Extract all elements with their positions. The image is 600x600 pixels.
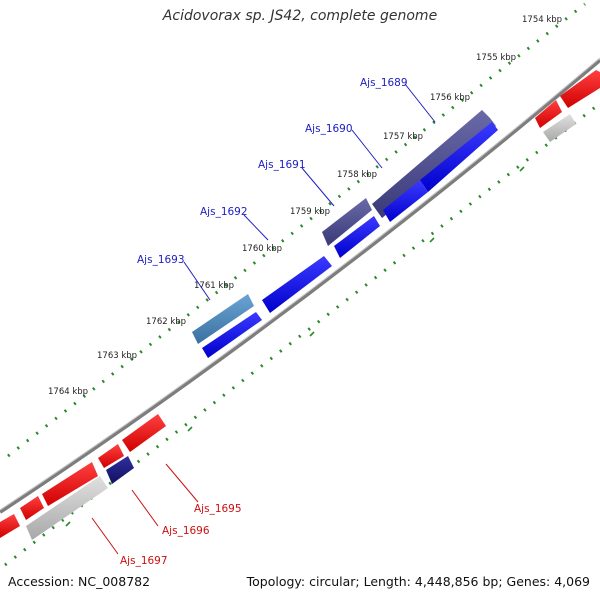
genome-title: Acidovorax sp. JS42, complete genome: [162, 8, 438, 24]
gene-reverse-row-4[interactable]: [20, 496, 44, 520]
gene-reverse-row-3[interactable]: [42, 462, 98, 506]
gene-ajs-1691-arrow[interactable]: [322, 198, 372, 246]
kbp-label-1764: 1764 kbp: [48, 387, 88, 397]
gene-label-ajs-1696[interactable]: Ajs_1696: [162, 525, 210, 537]
gene-label-ajs-1697[interactable]: Ajs_1697: [120, 555, 168, 567]
genome-summary-text: Topology: circular; Length: 4,448,856 bp…: [246, 574, 590, 589]
gene-reverse-topright-b[interactable]: [535, 100, 562, 128]
outer-scale-ring: [7, 2, 586, 458]
inner-ring-ticks: [65, 166, 525, 527]
genome-backbone-highlight: [0, 57, 600, 511]
kbp-label-1762: 1762 kbp: [146, 317, 186, 327]
gene-ajs-1690-arrow[interactable]: [420, 122, 498, 192]
gene-label-ajs-1690[interactable]: Ajs_1690: [305, 123, 353, 135]
kbp-label-1763: 1763 kbp: [97, 351, 137, 361]
kbp-label-1756: 1756 kbp: [430, 93, 470, 103]
gene-label-ajs-1693[interactable]: Ajs_1693: [137, 254, 185, 266]
gene-label-ajs-1691[interactable]: Ajs_1691: [258, 159, 306, 171]
gene-label-ajs-1692[interactable]: Ajs_1692: [200, 206, 248, 218]
gene-reverse-row-1[interactable]: [122, 414, 166, 452]
kbp-label-1755: 1755 kbp: [476, 53, 516, 63]
kbp-label-1758: 1758 kbp: [337, 170, 377, 180]
genome-backbone: [0, 58, 600, 514]
gene-pseudo-topright[interactable]: [543, 114, 576, 142]
gene-ajs-1694-arrow[interactable]: [192, 294, 254, 344]
gene-label-ajs-1695[interactable]: Ajs_1695: [194, 503, 242, 515]
gene-reverse-topright-a[interactable]: [560, 70, 600, 108]
label-leaders: [91, 83, 436, 555]
kbp-label-1759: 1759 kbp: [290, 207, 330, 217]
gene-label-ajs-1689[interactable]: Ajs_1689: [360, 77, 408, 89]
kbp-label-1754: 1754 kbp: [522, 15, 562, 25]
gene-ajs-1690b-arrow[interactable]: [383, 180, 428, 222]
accession-text: Accession: NC_008782: [8, 574, 151, 589]
gene-reverse-row-2[interactable]: [98, 444, 124, 468]
gene-forward-small-arrow[interactable]: [202, 312, 262, 358]
gene-ajs-1693-arrow[interactable]: [262, 256, 332, 313]
kbp-label-1760: 1760 kbp: [242, 244, 282, 254]
kbp-label-1757: 1757 kbp: [383, 132, 423, 142]
gene-reverse-row-5[interactable]: [0, 514, 20, 538]
gene-ajs-1692-arrow[interactable]: [334, 216, 380, 258]
inner-scale-ring: [4, 103, 599, 567]
gene-ajs-1689-arrow[interactable]: [372, 110, 496, 218]
gene-ajs-1696-arrow[interactable]: [106, 456, 134, 484]
kbp-label-1761: 1761 kbp: [194, 281, 234, 291]
gene-ajs-1697-arrow[interactable]: [26, 476, 108, 540]
